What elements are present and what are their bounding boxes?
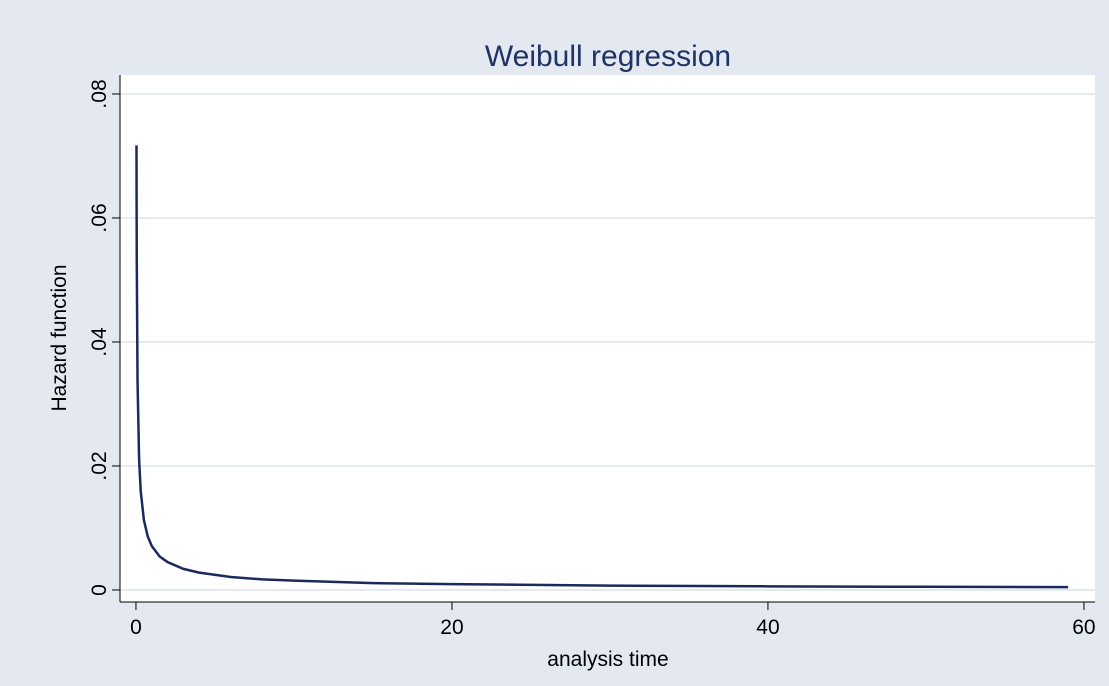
y-tick-label: 0 [88, 584, 111, 596]
x-tick-label: 40 [756, 616, 779, 639]
y-tick-label: .08 [88, 79, 111, 108]
chart-title: Weibull regression [485, 40, 731, 73]
x-axis-title: analysis time [547, 648, 668, 671]
x-tick-label: 20 [440, 616, 463, 639]
plot-area [120, 75, 1095, 602]
x-tick-label: 0 [130, 616, 142, 639]
y-tick-label: .02 [88, 451, 111, 480]
y-tick-label: .04 [88, 327, 111, 357]
line [135, 145, 1069, 589]
y-axis-title: Hazard function [48, 264, 71, 411]
x-tick-label: 60 [1072, 616, 1095, 639]
y-tick-label: .06 [88, 203, 111, 232]
